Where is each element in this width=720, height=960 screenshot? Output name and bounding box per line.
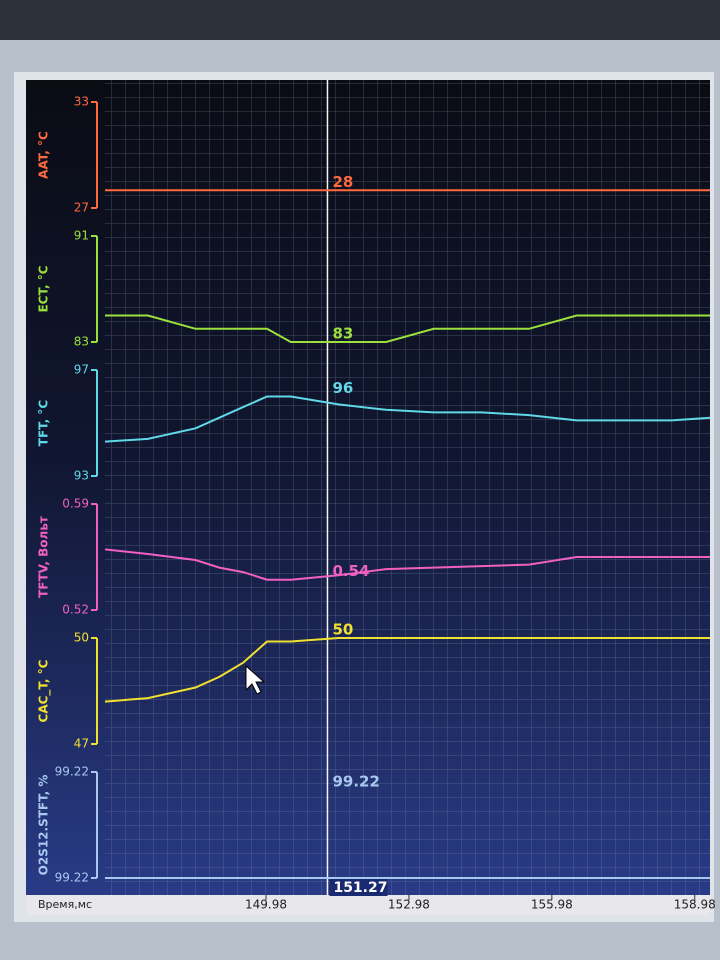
series-name: ECT, °C [37,265,51,312]
y-tick-label: 83 [74,335,89,349]
cursor-value: 96 [332,379,353,397]
y-tick-label: 91 [74,229,89,243]
series-line [104,548,710,581]
y-tick-label: 50 [74,631,89,645]
y-tick-label: 99.22 [55,765,89,779]
cursor-value: 50 [332,621,353,639]
cursor-time: 151.27 [333,880,387,896]
mouse-pointer [245,664,266,695]
cursor-value: 0.54 [332,562,369,580]
y-tick-label: 93 [74,469,89,483]
y-tick-label: 0.59 [62,497,89,511]
grid [105,80,710,895]
series-line [104,395,711,443]
x-axis-label: Время,мс [38,898,92,911]
x-tick-label: 152.98 [388,898,430,912]
y-tick-label: 33 [74,95,89,109]
y-tick-label: 47 [74,737,89,751]
series-line [104,637,710,703]
y-tick-label: 0.52 [62,603,89,617]
cursor-time-box [329,878,388,896]
cursor-value: 83 [332,325,353,343]
series-name: TFT, °C [37,400,51,447]
x-tick-label: 158.98 [674,898,716,912]
y-tick-label: 99.22 [55,871,89,885]
taskbar [0,0,720,40]
x-tick-label: 155.98 [531,898,573,912]
series-line [105,314,710,343]
time-axis [26,895,710,915]
series-name: TFTV, Вольт [37,516,51,598]
series-name: AAT, °C [37,131,51,179]
x-tick-label: 149.98 [245,898,287,912]
series-name: CAC_T, °C [37,659,52,722]
y-tick-label: 27 [74,201,89,215]
series-name: O2S12.STFT, % [37,775,51,876]
cursor-value: 28 [332,173,353,191]
y-tick-label: 97 [74,363,89,377]
cursor-value: 99.22 [332,773,379,791]
